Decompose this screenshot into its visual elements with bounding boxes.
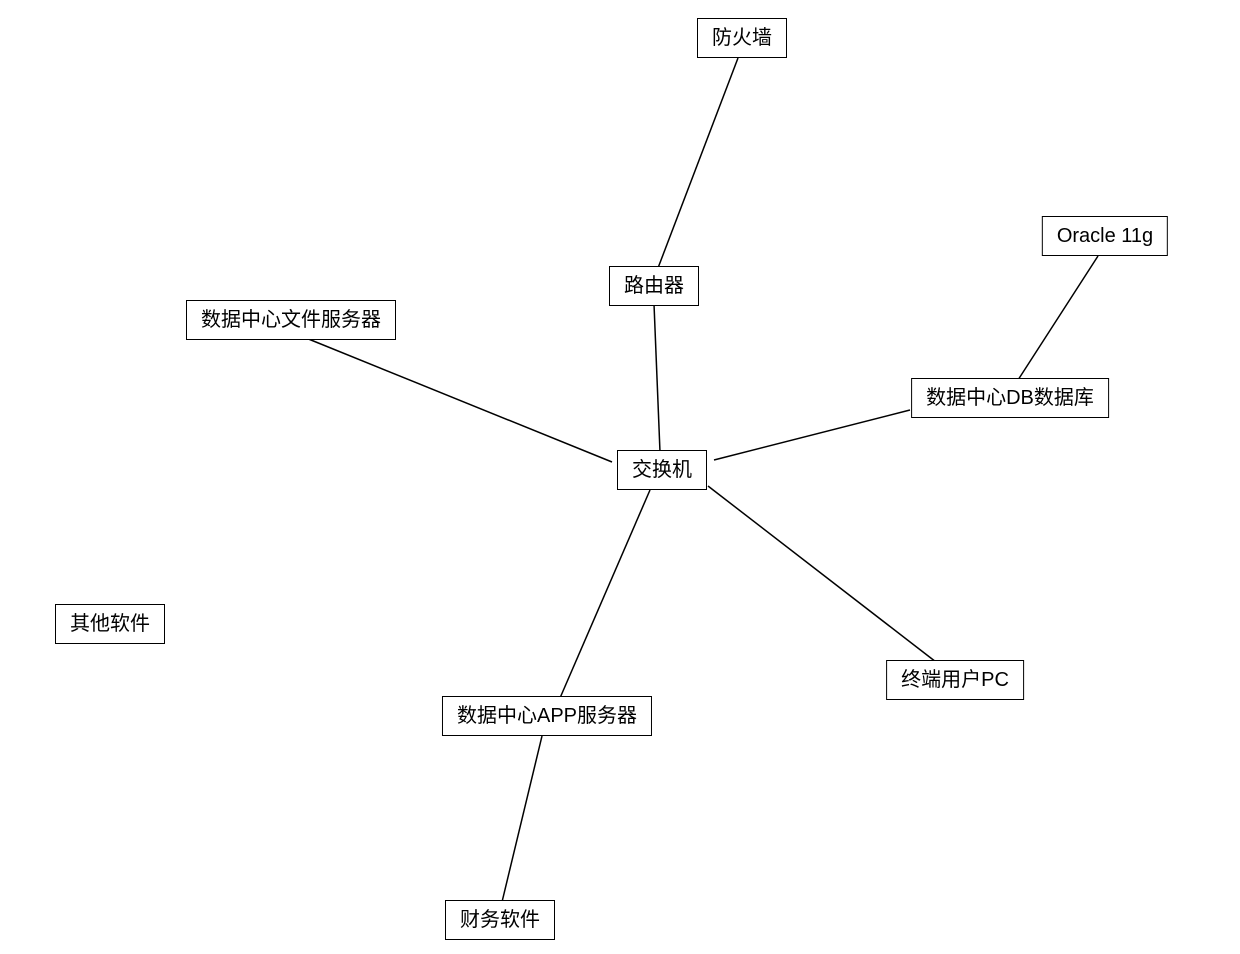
node-oracle: Oracle 11g bbox=[1042, 216, 1168, 256]
edge-dbserver-switch bbox=[714, 410, 910, 460]
node-firewall: 防火墙 bbox=[697, 18, 787, 58]
node-label: 数据中心APP服务器 bbox=[457, 705, 637, 727]
node-label: 交换机 bbox=[632, 459, 692, 481]
edge-firewall-router bbox=[658, 58, 738, 268]
node-label: 终端用户PC bbox=[901, 669, 1009, 691]
node-finsw: 财务软件 bbox=[445, 900, 555, 940]
node-appserver: 数据中心APP服务器 bbox=[442, 696, 652, 736]
node-userpc: 终端用户PC bbox=[886, 660, 1024, 700]
node-label: 数据中心文件服务器 bbox=[201, 309, 381, 331]
node-label: 其他软件 bbox=[70, 613, 150, 635]
network-diagram: 防火墙 路由器 Oracle 11g 数据中心文件服务器 数据中心DB数据库 交… bbox=[0, 0, 1240, 954]
node-label: 路由器 bbox=[624, 275, 684, 297]
edge-fileserver-switch bbox=[306, 338, 612, 462]
node-label: 数据中心DB数据库 bbox=[926, 387, 1094, 409]
node-switch: 交换机 bbox=[617, 450, 707, 490]
node-dbserver: 数据中心DB数据库 bbox=[911, 378, 1109, 418]
edge-router-switch bbox=[654, 304, 660, 452]
node-label: Oracle 11g bbox=[1057, 225, 1153, 247]
node-label: 防火墙 bbox=[712, 27, 772, 49]
node-othersw: 其他软件 bbox=[55, 604, 165, 644]
edge-appserver-finsw bbox=[502, 736, 542, 902]
node-label: 财务软件 bbox=[460, 909, 540, 931]
node-fileserver: 数据中心文件服务器 bbox=[186, 300, 396, 340]
edge-switch-userpc bbox=[708, 486, 936, 662]
node-router: 路由器 bbox=[609, 266, 699, 306]
edge-oracle-dbserver bbox=[1018, 256, 1098, 380]
edge-switch-appserver bbox=[560, 490, 650, 698]
